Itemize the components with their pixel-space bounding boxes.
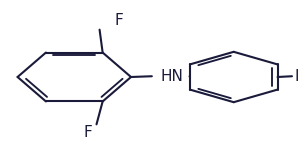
Text: F: F — [84, 125, 92, 140]
Text: HN: HN — [160, 69, 183, 84]
Text: I: I — [294, 69, 299, 84]
Text: F: F — [114, 13, 123, 28]
